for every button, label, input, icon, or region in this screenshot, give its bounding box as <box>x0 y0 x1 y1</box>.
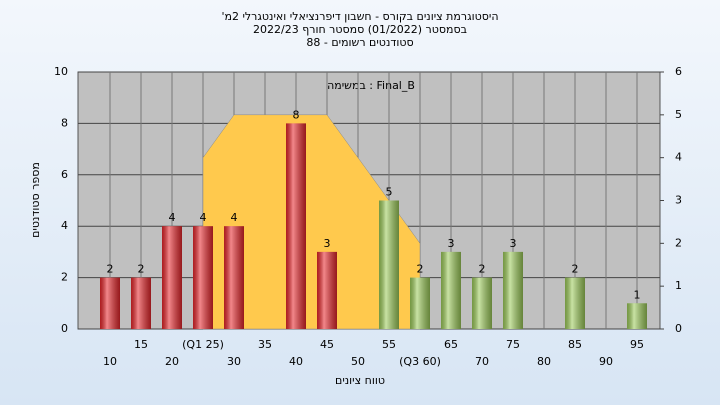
y-tick-label: 0 <box>61 322 68 335</box>
y-axis-label: מספר סטודנטים <box>29 162 42 238</box>
x-tick-label: 40 <box>289 355 303 368</box>
data-label: 5 <box>386 186 393 199</box>
x-tick-label: 10 <box>103 355 117 368</box>
x-tick-label: (Q3 60) <box>399 355 441 368</box>
y-tick-label: 6 <box>61 168 68 181</box>
data-label: 1 <box>634 288 641 301</box>
data-label: 3 <box>324 237 331 250</box>
data-label: 2 <box>138 263 145 276</box>
bar-shine <box>224 226 244 329</box>
data-label: 3 <box>448 237 455 250</box>
x-tick-label: (Q1 25) <box>182 338 224 351</box>
chart-subtitle: סטודנטים רשומים - 88 <box>306 36 413 49</box>
y2-tick-label: 6 <box>675 65 682 78</box>
annotation: במשימה : Final_B <box>327 79 415 92</box>
data-label: 8 <box>293 108 300 121</box>
bar-shine <box>410 277 430 329</box>
y-tick-label: 2 <box>61 271 68 284</box>
y2-tick-label: 1 <box>675 279 682 292</box>
x-tick-label: 35 <box>258 338 272 351</box>
x-tick-label: 15 <box>134 338 148 351</box>
bar-shine <box>379 200 399 329</box>
x-tick-label: 65 <box>444 338 458 351</box>
bar-shine <box>193 226 213 329</box>
data-label: 4 <box>231 211 238 224</box>
bar-shine <box>565 277 585 329</box>
y-tick-label: 10 <box>54 65 68 78</box>
x-tick-label: 30 <box>227 355 241 368</box>
y2-tick-label: 0 <box>675 322 682 335</box>
x-tick-label: 90 <box>599 355 613 368</box>
x-tick-label: 45 <box>320 338 334 351</box>
y2-tick-label: 3 <box>675 194 682 207</box>
chart-title: 'היסטוגרמת ציונים בקורס - חשבון דיפרנציא… <box>221 10 498 23</box>
y-tick-label: 4 <box>61 219 68 232</box>
x-tick-label: 95 <box>630 338 644 351</box>
bar-shine <box>472 277 492 329</box>
x-axis-label: טווח ציונים <box>335 374 385 387</box>
x-tick-label: 70 <box>475 355 489 368</box>
data-label: 4 <box>169 211 176 224</box>
x-tick-label: 20 <box>165 355 179 368</box>
bar-shine <box>503 251 523 329</box>
data-label: 2 <box>107 263 114 276</box>
x-tick-label: 85 <box>568 338 582 351</box>
bar-shine <box>131 277 151 329</box>
y2-tick-label: 5 <box>675 108 682 121</box>
y-tick-label: 8 <box>61 116 68 129</box>
y2-tick-label: 2 <box>675 236 682 249</box>
bar-shine <box>441 251 461 329</box>
x-tick-label: 80 <box>537 355 551 368</box>
x-tick-label: 55 <box>382 338 396 351</box>
data-label: 2 <box>572 263 579 276</box>
bar-shine <box>162 226 182 329</box>
data-label: 3 <box>510 237 517 250</box>
bar-shine <box>627 303 647 329</box>
chart-subtitle: בסמסטר (01/2022) סמסטר חורף 2022/23 <box>253 23 467 36</box>
bar-shine <box>286 123 306 330</box>
x-tick-label: 50 <box>351 355 365 368</box>
data-label: 4 <box>200 211 207 224</box>
y2-tick-label: 4 <box>675 151 682 164</box>
data-label: 2 <box>479 263 486 276</box>
data-label: 2 <box>417 263 424 276</box>
bar-shine <box>317 251 337 329</box>
bar-shine <box>100 277 120 329</box>
x-tick-label: 75 <box>506 338 520 351</box>
